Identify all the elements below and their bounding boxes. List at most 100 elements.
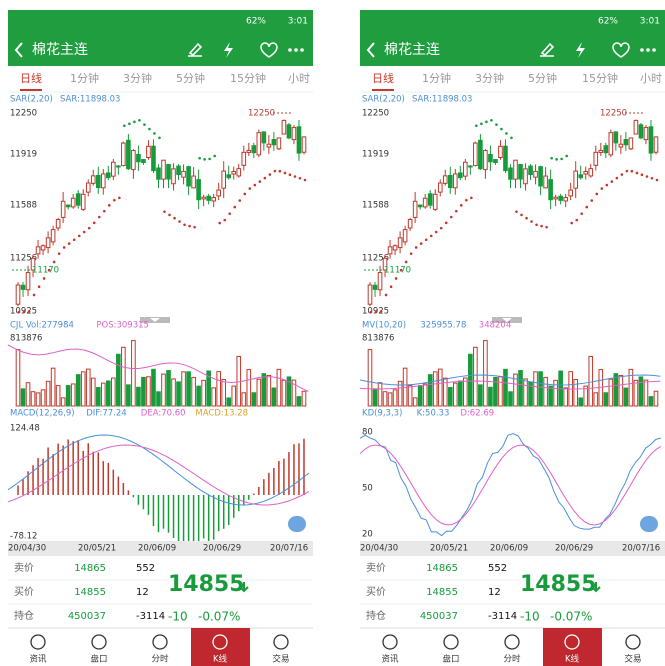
nav-icon[interactable] bbox=[212, 634, 228, 650]
sub-indicator: K:50.33 bbox=[417, 409, 450, 419]
candle-body bbox=[528, 165, 533, 176]
volume-bar bbox=[90, 377, 96, 407]
volume-bar bbox=[518, 370, 523, 407]
date-label: 20/06/29 bbox=[555, 544, 593, 554]
more-dot[interactable] bbox=[288, 48, 292, 52]
sar-dot bbox=[77, 234, 81, 238]
tab[interactable]: 日线 bbox=[372, 71, 394, 85]
sar-dot bbox=[288, 173, 292, 177]
nav-label[interactable]: 盘口 bbox=[442, 654, 459, 665]
edit-icon[interactable] bbox=[540, 42, 555, 57]
more-dot[interactable] bbox=[300, 48, 304, 52]
nav-icon[interactable] bbox=[30, 634, 46, 650]
candle-body bbox=[75, 193, 81, 206]
tab[interactable]: 3分钟 bbox=[475, 71, 504, 85]
back-button[interactable] bbox=[14, 42, 23, 58]
volume-bar bbox=[65, 385, 71, 407]
nav-icon[interactable] bbox=[152, 634, 168, 650]
sar-dot bbox=[404, 260, 408, 264]
candle-body bbox=[513, 159, 518, 180]
candle-body bbox=[458, 172, 463, 179]
more-dot[interactable] bbox=[640, 48, 644, 52]
collapse-handle[interactable] bbox=[492, 317, 522, 323]
quote-volume: -3114 bbox=[136, 611, 165, 622]
nav-label[interactable]: 分时 bbox=[151, 654, 169, 665]
nav-label[interactable]: 资讯 bbox=[381, 654, 399, 665]
more-dot[interactable] bbox=[646, 48, 650, 52]
sar-dot bbox=[495, 123, 498, 126]
quote-volume: 552 bbox=[136, 563, 155, 574]
candle-body bbox=[226, 174, 232, 179]
sar-dot bbox=[97, 215, 101, 219]
volume-bar bbox=[45, 380, 51, 407]
candle-body bbox=[538, 166, 543, 187]
sar-dot bbox=[183, 223, 186, 227]
nav-icon[interactable] bbox=[382, 634, 398, 650]
sar-dot bbox=[293, 175, 297, 178]
nav-icon[interactable] bbox=[273, 634, 289, 650]
sar-dot bbox=[379, 310, 383, 313]
candle-body bbox=[35, 246, 41, 255]
sub-indicator: DIF:77.24 bbox=[86, 409, 126, 419]
tab[interactable]: 日线 bbox=[20, 71, 42, 85]
nav-icon[interactable] bbox=[504, 634, 520, 650]
sar-dot bbox=[635, 171, 639, 175]
zoom-button[interactable] bbox=[640, 516, 658, 532]
candle-body bbox=[116, 165, 121, 168]
sar-dot bbox=[108, 204, 111, 207]
more-dot[interactable] bbox=[294, 48, 298, 52]
sar-dot bbox=[203, 158, 206, 161]
sar-dot bbox=[67, 242, 71, 245]
more-dot[interactable] bbox=[652, 48, 656, 52]
nav-label[interactable]: 交易 bbox=[624, 654, 641, 665]
favorite-icon[interactable] bbox=[260, 42, 278, 58]
volume-bar bbox=[221, 379, 227, 407]
sar-dot bbox=[118, 196, 121, 200]
volume-indicator: 325955.78 bbox=[420, 321, 466, 331]
sub-indicator: DEA:70.60 bbox=[141, 409, 186, 419]
candle-body bbox=[196, 179, 201, 201]
nav-label[interactable]: 盘口 bbox=[90, 654, 107, 665]
nav-icon[interactable] bbox=[443, 634, 459, 650]
sar-dot bbox=[133, 120, 136, 124]
nav-icon[interactable] bbox=[564, 634, 580, 650]
volume-bar bbox=[593, 392, 599, 407]
tab[interactable]: 小时 bbox=[288, 72, 310, 85]
nav-label[interactable]: 分时 bbox=[503, 654, 521, 665]
nav-label[interactable]: K线 bbox=[565, 654, 580, 665]
flash-icon[interactable] bbox=[576, 42, 585, 58]
tab[interactable]: 15分钟 bbox=[582, 71, 618, 85]
tab[interactable]: 5分钟 bbox=[176, 71, 205, 85]
back-button[interactable] bbox=[366, 42, 375, 58]
price-change: -10 bbox=[168, 610, 188, 624]
nav-icon[interactable] bbox=[625, 634, 641, 650]
volume-bar bbox=[95, 387, 101, 407]
sar-dot bbox=[273, 169, 277, 173]
collapse-handle[interactable] bbox=[140, 317, 170, 323]
tab[interactable]: 小时 bbox=[640, 72, 662, 85]
volume-bar bbox=[100, 382, 106, 407]
candle-body bbox=[653, 136, 659, 153]
volume-bar bbox=[493, 376, 498, 407]
quote-price: 14865 bbox=[74, 563, 106, 574]
nav-label[interactable]: 交易 bbox=[272, 654, 289, 665]
volume-bar bbox=[281, 379, 287, 407]
tab[interactable]: 15分钟 bbox=[230, 71, 266, 85]
candle-body bbox=[447, 174, 453, 189]
tab[interactable]: 1分钟 bbox=[422, 71, 451, 85]
favorite-icon[interactable] bbox=[612, 42, 630, 58]
nav-label[interactable]: K线 bbox=[213, 654, 228, 665]
date-label: 20/06/09 bbox=[138, 544, 176, 554]
tab[interactable]: 1分钟 bbox=[70, 71, 99, 85]
tab[interactable]: 3分钟 bbox=[123, 71, 152, 85]
nav-label[interactable]: 资讯 bbox=[29, 654, 47, 665]
volume-bar bbox=[156, 391, 161, 407]
tab[interactable]: 5分钟 bbox=[528, 71, 557, 85]
nav-icon[interactable] bbox=[91, 634, 107, 650]
zoom-button[interactable] bbox=[288, 516, 306, 532]
sar-dot bbox=[620, 173, 624, 176]
candle-body bbox=[121, 142, 126, 167]
flash-icon[interactable] bbox=[224, 42, 233, 58]
volume-bar bbox=[608, 378, 614, 407]
edit-icon[interactable] bbox=[188, 42, 203, 57]
